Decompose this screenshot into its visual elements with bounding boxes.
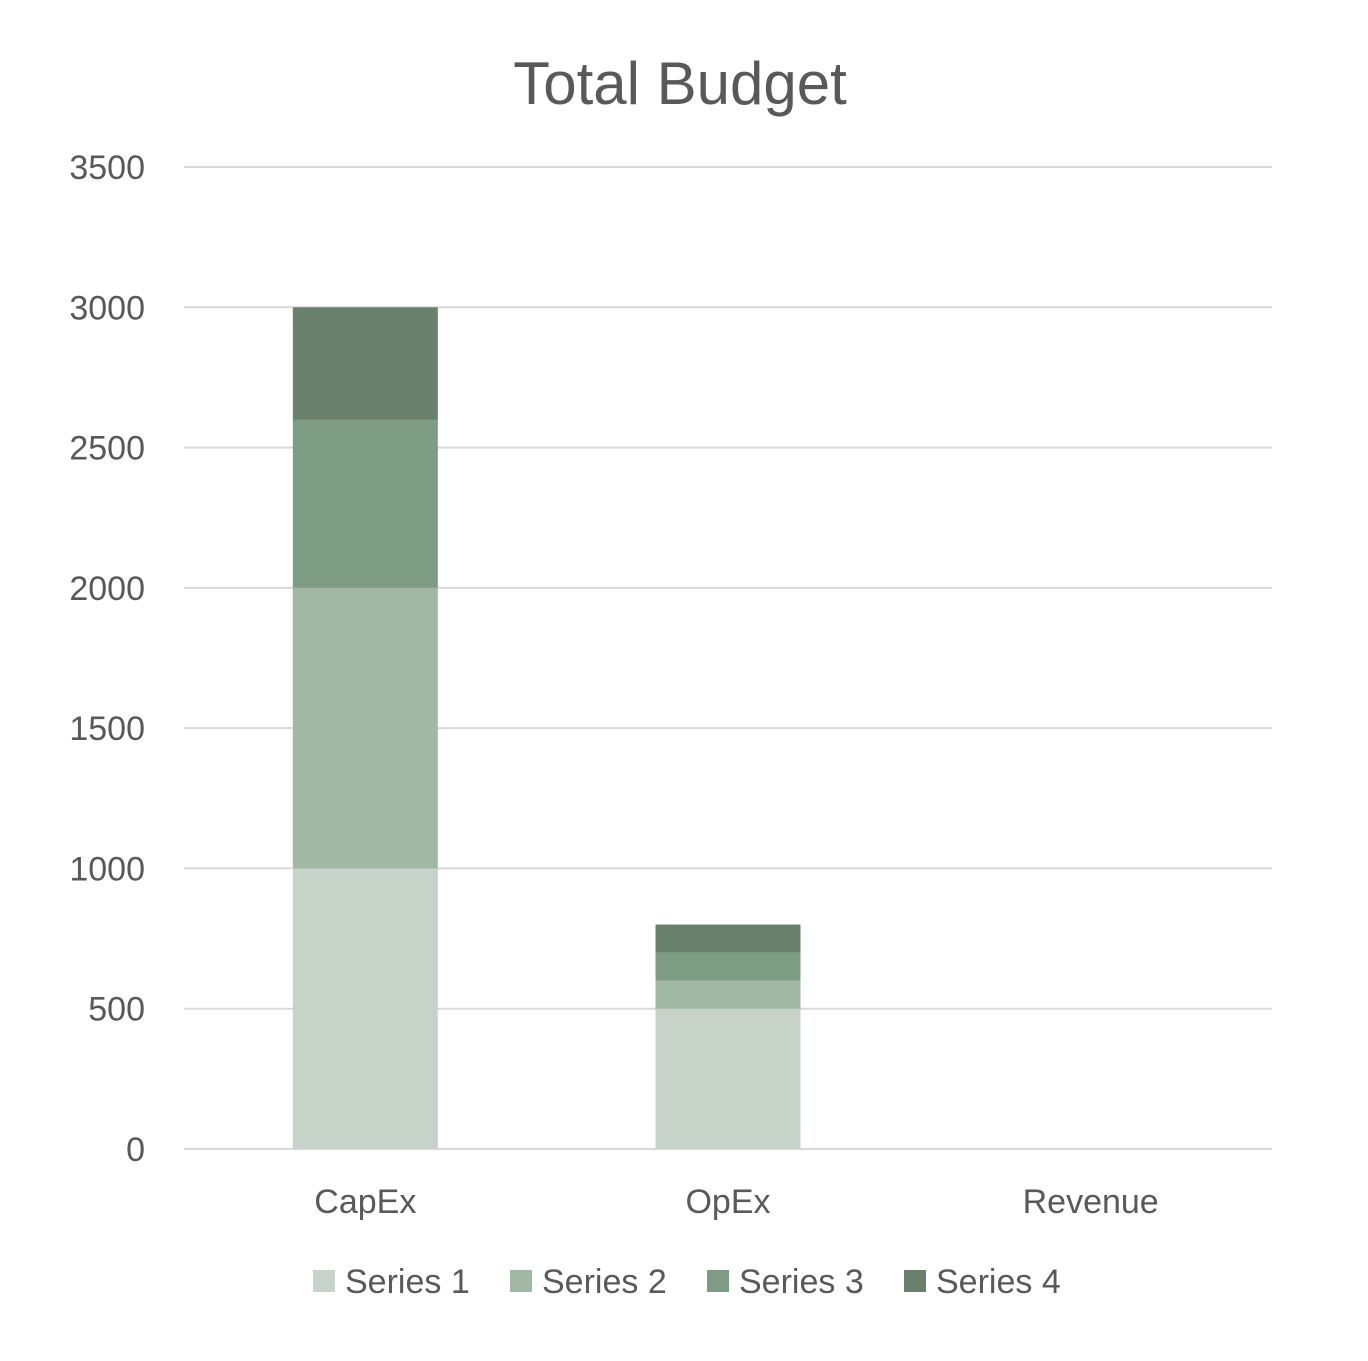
legend-swatch (510, 1270, 532, 1292)
legend-swatch (904, 1270, 926, 1292)
legend-label: Series 2 (542, 1263, 667, 1301)
bar-segment-capex-series-4 (292, 307, 438, 420)
y-tick-label: 3500 (69, 149, 145, 187)
bar-segment-capex-series-2 (292, 587, 438, 869)
y-tick-label: 2500 (69, 430, 145, 468)
x-category-label: Revenue (1023, 1183, 1159, 1221)
y-tick-label: 1500 (69, 710, 145, 748)
bars (292, 307, 801, 1149)
x-category-label: OpEx (685, 1183, 770, 1221)
bar-segment-opex-series-1 (655, 1008, 801, 1149)
legend-swatch (313, 1270, 335, 1292)
bar-segment-capex-series-1 (292, 868, 438, 1149)
bar-segment-opex-series-2 (655, 980, 801, 1009)
legend-swatch (707, 1270, 729, 1292)
x-category-label: CapEx (314, 1183, 416, 1221)
bar-segment-opex-series-4 (655, 924, 801, 953)
y-tick-label: 0 (126, 1131, 145, 1169)
y-tick-label: 3000 (69, 289, 145, 327)
chart-title: Total Budget (513, 50, 847, 117)
legend-label: Series 1 (345, 1263, 470, 1301)
x-axis-categories: CapEx OpEx Revenue (314, 1183, 1158, 1221)
legend-label: Series 3 (739, 1263, 864, 1301)
bar-segment-opex-series-3 (655, 952, 801, 981)
legend-label: Series 4 (936, 1263, 1061, 1301)
legend: Series 1 Series 2 Series 3 Series 4 (313, 1263, 1061, 1301)
y-axis-ticks: 0 500 1000 1500 2000 2500 3000 3500 (69, 149, 145, 1169)
y-tick-label: 500 (88, 991, 145, 1029)
bar-segment-capex-series-3 (292, 419, 438, 588)
y-tick-label: 2000 (69, 570, 145, 608)
y-tick-label: 1000 (69, 850, 145, 888)
